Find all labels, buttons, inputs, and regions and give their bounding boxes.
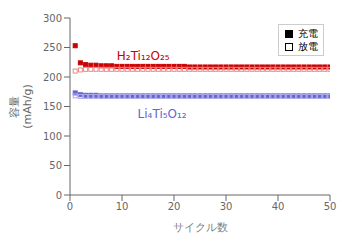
svg-text:サイクル数: サイクル数 <box>173 221 228 234</box>
svg-text:30: 30 <box>220 201 233 212</box>
svg-text:300: 300 <box>43 13 62 24</box>
html-text:充電: 充電 <box>298 28 318 39</box>
svg-text:0: 0 <box>56 190 62 201</box>
svg-text:20: 20 <box>168 201 181 212</box>
svg-text:250: 250 <box>43 42 62 53</box>
svg-text:0: 0 <box>67 201 73 212</box>
svg-text:50: 50 <box>324 201 337 212</box>
svg-text:40: 40 <box>272 201 285 212</box>
svg-text:10: 10 <box>116 201 129 212</box>
svg-text:50: 50 <box>49 160 62 171</box>
svg-text:容量(mAh/g): 容量(mAh/g) <box>8 84 34 128</box>
html-text:放電: 放電 <box>298 41 318 52</box>
svg-text:H₂Ti₁₂O₂₅: H₂Ti₁₂O₂₅ <box>117 49 170 63</box>
svg-text:150: 150 <box>43 101 62 112</box>
svg-text:Li₄Ti₅O₁₂: Li₄Ti₅O₁₂ <box>138 107 187 121</box>
svg-text:100: 100 <box>43 131 62 142</box>
svg-text:200: 200 <box>43 72 62 83</box>
